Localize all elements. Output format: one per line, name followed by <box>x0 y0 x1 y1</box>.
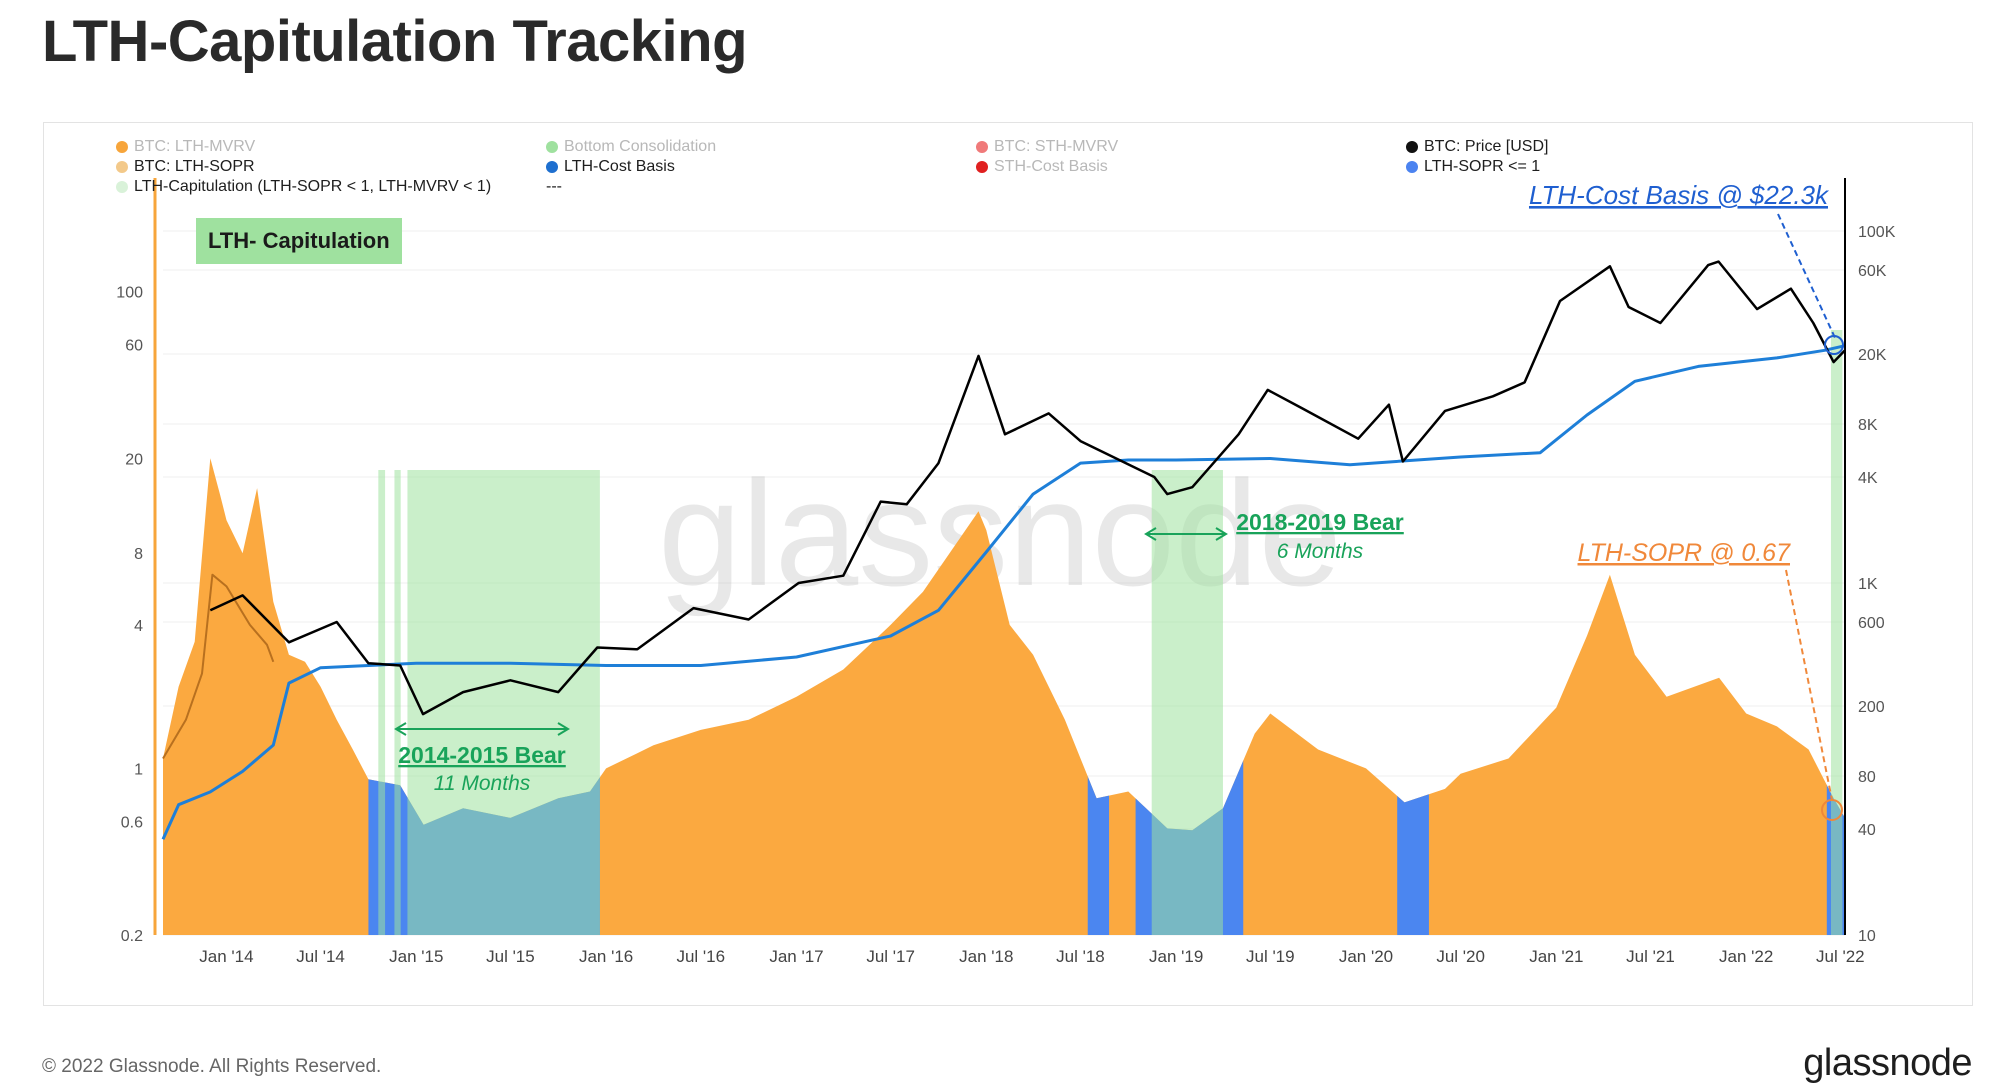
capitulation-region <box>378 470 386 935</box>
x-axis-tick-label: Jul '22 <box>1816 947 1865 966</box>
bear-2018-duration: 6 Months <box>1277 540 1364 563</box>
bear-2014-arrow-head-left <box>394 722 407 736</box>
legend-label: LTH-SOPR <= 1 <box>1424 158 1541 175</box>
sopr-below-one-region <box>1397 458 1429 935</box>
btc-price-line <box>209 260 1846 716</box>
left-axis-tick-label: 4 <box>134 618 143 635</box>
legend-label: BTC: STH-MVRV <box>994 138 1119 155</box>
right-axis-tick-label: 8K <box>1858 417 1878 434</box>
left-axis-tick-label: 100 <box>116 285 143 302</box>
cost-basis-callout: LTH-Cost Basis @ $22.3k <box>1529 180 1830 210</box>
x-axis-tick-label: Jan '20 <box>1339 947 1393 966</box>
x-axis-tick-label: Jul '21 <box>1626 947 1675 966</box>
cost-basis-leader <box>1777 213 1837 341</box>
left-axis-tick-label: 1 <box>134 761 143 778</box>
lth-cost-basis-line <box>161 344 1846 840</box>
x-axis-tick-label: Jan '15 <box>389 947 443 966</box>
legend-item[interactable]: --- <box>546 178 562 196</box>
footer-copyright: © 2022 Glassnode. All Rights Reserved. <box>42 1056 382 1077</box>
x-axis-tick-label: Jan '18 <box>959 947 1013 966</box>
x-axis-tick-label: Jul '20 <box>1436 947 1485 966</box>
legend-label: BTC: LTH-SOPR <box>134 158 255 175</box>
right-axis-tick-label: 1K <box>1858 576 1878 593</box>
legend-marker-icon <box>976 141 988 153</box>
x-axis-tick-label: Jul '18 <box>1056 947 1105 966</box>
right-axis-tick-label: 80 <box>1858 769 1876 786</box>
left-axis-tick-label: 0.6 <box>121 814 143 831</box>
right-axis-tick-label: 40 <box>1858 822 1876 839</box>
bear-2014-duration: 11 Months <box>434 772 531 795</box>
x-axis-tick-label: Jul '15 <box>486 947 535 966</box>
x-axis-tick-label: Jan '19 <box>1149 947 1203 966</box>
x-axis-tick-label: Jan '21 <box>1529 947 1583 966</box>
legend-marker-icon <box>546 161 558 173</box>
legend-item[interactable]: LTH-Cost Basis <box>546 158 675 176</box>
footer-logo: glassnode <box>1803 1042 1972 1084</box>
legend-item[interactable]: BTC: Price [USD] <box>1406 138 1548 156</box>
legend-marker-icon <box>116 181 128 193</box>
legend-item[interactable]: BTC: STH-MVRV <box>976 138 1118 156</box>
legend-marker-icon <box>116 161 128 173</box>
x-axis-tick-label: Jan '22 <box>1719 947 1773 966</box>
sopr-marker <box>1821 799 1843 821</box>
right-axis-tick-label: 100K <box>1858 224 1896 241</box>
legend-marker-icon <box>1406 161 1418 173</box>
legend-item[interactable]: LTH-Capitulation (LTH-SOPR < 1, LTH-MVRV… <box>116 178 491 196</box>
right-axis-tick-label: 20K <box>1858 347 1887 364</box>
right-axis-tick-label: 10 <box>1858 928 1876 945</box>
legend-label: LTH-Capitulation (LTH-SOPR < 1, LTH-MVRV… <box>134 178 492 195</box>
right-axis-tick-label: 200 <box>1858 699 1885 716</box>
bear-2018-label: 2018-2019 Bear <box>1236 509 1404 535</box>
x-axis-tick-label: Jul '16 <box>676 947 725 966</box>
left-axis-tick-label: 8 <box>134 546 143 563</box>
right-axis-tick-label: 4K <box>1858 470 1878 487</box>
x-axis-tick-label: Jan '16 <box>579 947 633 966</box>
left-axis-tick-label: 20 <box>125 451 143 468</box>
capitulation-badge: LTH- Capitulation <box>196 218 402 264</box>
capitulation-region <box>1830 330 1843 935</box>
sopr-leader <box>1785 569 1833 801</box>
bear-2018-arrow-head-left <box>1144 527 1157 541</box>
chart-legend: BTC: LTH-MVRV Bottom Consolidation BTC: ST… <box>116 138 1596 198</box>
capitulation-region <box>394 470 401 935</box>
right-axis-tick-label: 600 <box>1858 615 1885 632</box>
legend-item[interactable]: Bottom Consolidation <box>546 138 716 156</box>
legend-label: STH-Cost Basis <box>994 158 1108 175</box>
sopr-callout: LTH-SOPR @ 0.67 <box>1578 539 1792 567</box>
cost-basis-marker <box>1824 335 1844 355</box>
legend-marker-icon <box>976 161 988 173</box>
legend-marker-icon <box>116 141 128 153</box>
legend-marker-icon <box>1406 141 1418 153</box>
left-axis-tick-label: 0.2 <box>121 928 143 945</box>
lth-sopr-line <box>162 573 275 760</box>
legend-item[interactable]: LTH-SOPR <= 1 <box>1406 158 1540 176</box>
legend-label: --- <box>546 178 562 195</box>
bear-2014-label: 2014-2015 Bear <box>398 742 566 768</box>
legend-item[interactable]: STH-Cost Basis <box>976 158 1108 176</box>
page-title: LTH-Capitulation Tracking <box>42 9 748 74</box>
legend-marker-icon <box>546 141 558 153</box>
x-axis-tick-label: Jul '17 <box>866 947 915 966</box>
bear-2018-arrow-head-right <box>1215 527 1228 541</box>
bear-2014-arrow-head-right <box>557 722 570 736</box>
legend-item[interactable]: BTC: LTH-MVRV <box>116 138 255 156</box>
capitulation-region <box>1151 470 1223 935</box>
capitulation-region <box>407 470 600 935</box>
legend-label: BTC: Price [USD] <box>1424 138 1549 155</box>
legend-label: BTC: LTH-MVRV <box>134 138 256 155</box>
x-axis-tick-label: Jul '14 <box>296 947 345 966</box>
x-axis-tick-label: Jul '19 <box>1246 947 1295 966</box>
legend-item[interactable]: BTC: LTH-SOPR <box>116 158 255 176</box>
x-axis-tick-label: Jan '14 <box>199 947 253 966</box>
left-axis-tick-label: 60 <box>125 338 143 355</box>
legend-label: LTH-Cost Basis <box>564 158 675 175</box>
chart-frame <box>43 122 1973 1006</box>
right-axis-tick-label: 60K <box>1858 263 1887 280</box>
legend-label: Bottom Consolidation <box>564 138 717 155</box>
x-axis-tick-label: Jan '17 <box>769 947 823 966</box>
